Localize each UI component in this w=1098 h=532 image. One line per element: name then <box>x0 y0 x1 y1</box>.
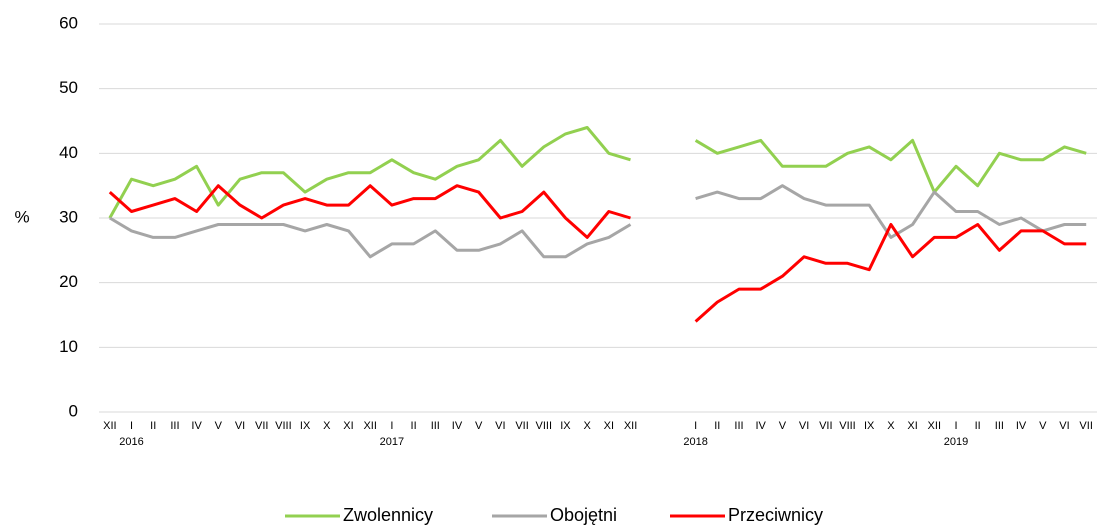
x-tick-label: XI <box>343 420 353 432</box>
legend-label: Obojętni <box>550 505 617 525</box>
x-year-label: 2017 <box>380 436 404 448</box>
x-tick-label: VI <box>1059 420 1069 432</box>
x-tick-label: IX <box>864 420 875 432</box>
x-tick-label: I <box>954 420 957 432</box>
series-line <box>109 184 1087 259</box>
x-tick-label: XI <box>604 420 614 432</box>
x-tick-label: V <box>1039 420 1047 432</box>
x-tick-label: III <box>170 420 179 432</box>
legend-label: Zwolennicy <box>343 505 433 525</box>
x-tick-label: VI <box>235 420 245 432</box>
x-tick-label: III <box>995 420 1004 432</box>
series-line <box>108 126 1087 219</box>
y-tick-label: 40 <box>59 143 78 162</box>
series-line <box>108 184 1087 323</box>
x-tick-label: I <box>390 420 393 432</box>
x-tick-label: X <box>323 420 331 432</box>
y-tick-label: 50 <box>59 78 78 97</box>
x-tick-label: IV <box>756 420 767 432</box>
x-tick-label: II <box>150 420 156 432</box>
x-tick-label: VIII <box>839 420 856 432</box>
y-axis-label: % <box>14 207 29 226</box>
x-tick-label: II <box>411 420 417 432</box>
y-tick-label: 20 <box>59 272 78 291</box>
x-tick-label: I <box>694 420 697 432</box>
x-tick-label: X <box>887 420 895 432</box>
x-tick-label: VII <box>1079 420 1092 432</box>
x-tick-label: XI <box>907 420 917 432</box>
x-tick-label: IV <box>191 420 202 432</box>
x-tick-label: VII <box>515 420 528 432</box>
y-tick-label: 60 <box>59 13 78 32</box>
x-tick-label: III <box>431 420 440 432</box>
x-tick-label: IV <box>452 420 463 432</box>
x-year-label: 2018 <box>683 436 707 448</box>
x-tick-label: V <box>475 420 483 432</box>
x-tick-label: VI <box>799 420 809 432</box>
y-tick-label: 10 <box>59 337 78 356</box>
legend-label: Przeciwnicy <box>728 505 823 525</box>
x-tick-label: I <box>130 420 133 432</box>
x-year-label: 2019 <box>944 436 968 448</box>
x-tick-label: XII <box>103 420 116 432</box>
y-tick-label: 0 <box>69 401 78 420</box>
x-tick-label: VI <box>495 420 505 432</box>
x-tick-label: VIII <box>536 420 553 432</box>
x-tick-label: VII <box>255 420 268 432</box>
x-tick-label: II <box>975 420 981 432</box>
x-tick-label: II <box>714 420 720 432</box>
x-tick-label: VII <box>819 420 832 432</box>
x-tick-label: V <box>779 420 787 432</box>
x-tick-label: V <box>215 420 223 432</box>
x-tick-label: XII <box>624 420 637 432</box>
x-tick-label: IV <box>1016 420 1027 432</box>
x-tick-label: XII <box>928 420 941 432</box>
x-tick-label: VIII <box>275 420 292 432</box>
x-year-label: 2016 <box>119 436 143 448</box>
x-tick-label: XII <box>363 420 376 432</box>
x-tick-label: X <box>583 420 591 432</box>
x-tick-label: IX <box>300 420 311 432</box>
x-tick-label: III <box>734 420 743 432</box>
y-tick-label: 30 <box>59 207 78 226</box>
x-tick-label: IX <box>560 420 571 432</box>
